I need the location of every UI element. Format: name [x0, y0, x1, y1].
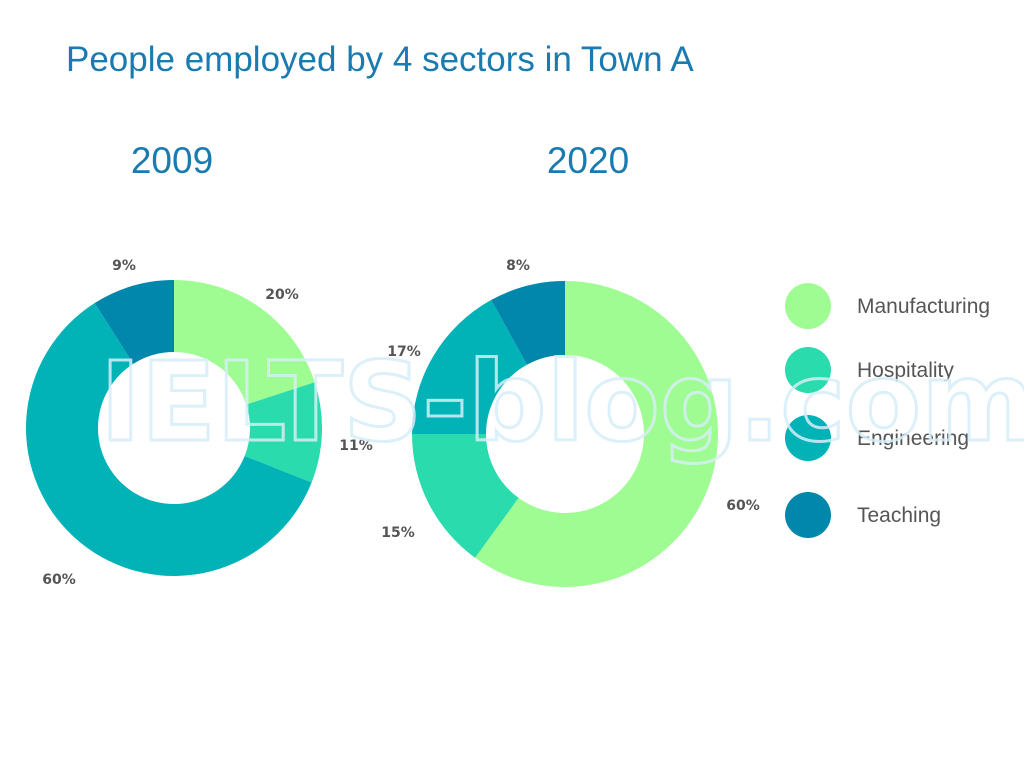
data-label-hospitality-2009: 11%	[339, 438, 373, 454]
legend-swatch-teaching	[785, 492, 831, 538]
slice-teaching-2020	[491, 281, 565, 365]
data-label-teaching-2020: 8%	[506, 258, 530, 274]
data-label-manufacturing-2009: 20%	[265, 287, 299, 303]
slice-teaching-2009	[94, 280, 174, 364]
legend-label-engineering: Engineering	[857, 427, 969, 450]
legend-label-hospitality: Hospitality	[857, 359, 954, 382]
legend-swatch-manufacturing	[785, 283, 831, 329]
donut-chart-2009: 20% 11% 60% 9%	[26, 258, 373, 588]
data-label-manufacturing-2020: 60%	[726, 498, 760, 514]
legend-label-manufacturing: Manufacturing	[857, 295, 990, 318]
data-label-engineering-2020: 17%	[387, 344, 421, 360]
legend-swatch-engineering	[785, 415, 831, 461]
watermark: IELTS-blog.com	[100, 338, 1024, 466]
legend: Manufacturing Hospitality Engineering Teach…	[785, 283, 990, 538]
slice-engineering-2020	[412, 299, 527, 434]
slice-engineering-2009	[26, 303, 312, 576]
chart-title: People employed by 4 sectors in Town A	[66, 40, 694, 79]
slice-hospitality-2009	[244, 382, 322, 483]
data-label-hospitality-2020: 15%	[381, 525, 415, 541]
slice-manufacturing-2009	[174, 280, 315, 405]
data-label-engineering-2009: 60%	[42, 572, 76, 588]
data-label-teaching-2009: 9%	[112, 258, 136, 274]
chart-subtitle-2020: 2020	[546, 140, 630, 181]
slice-manufacturing-2020	[475, 281, 718, 587]
slice-hospitality-2020	[412, 434, 519, 558]
legend-swatch-hospitality	[785, 347, 831, 393]
chart-subtitle-2009: 2009	[130, 140, 214, 181]
legend-label-teaching: Teaching	[857, 504, 941, 527]
donut-chart-2020: 60% 15% 17% 8%	[381, 258, 760, 587]
